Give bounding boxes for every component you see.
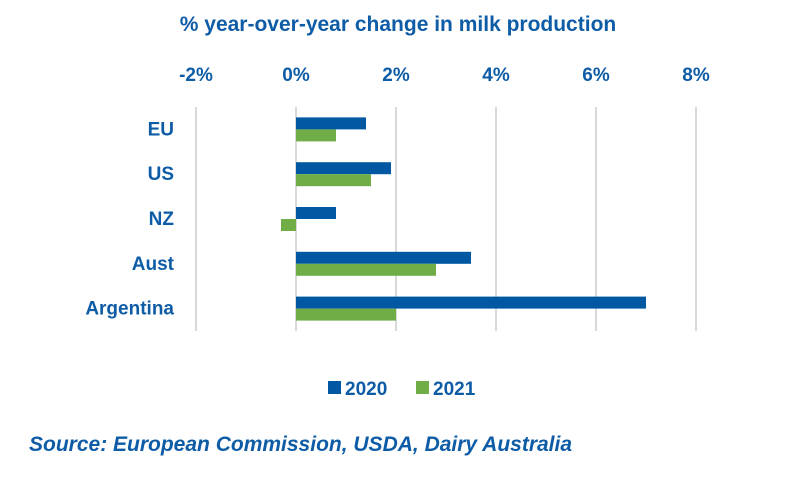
bar-2021-nz bbox=[281, 219, 296, 231]
category-labels: EU US NZ Aust Argentina bbox=[85, 119, 174, 319]
x-tick-label: 0% bbox=[282, 65, 310, 86]
bar-2020-us bbox=[296, 162, 391, 175]
category-label: Argentina bbox=[85, 299, 174, 320]
x-axis-ticks: -2% 0% 2% 4% 6% 8% bbox=[179, 65, 710, 86]
gridlines bbox=[195, 107, 697, 331]
bar-2020-argentina bbox=[296, 296, 646, 309]
bar-2020-aust bbox=[296, 251, 471, 264]
legend-label-2021: 2021 bbox=[433, 379, 476, 400]
category-label: US bbox=[148, 164, 174, 185]
x-tick-label: 8% bbox=[682, 65, 710, 86]
legend-swatch-2020 bbox=[328, 381, 341, 394]
bar-2021-us bbox=[296, 174, 371, 187]
category-label: NZ bbox=[149, 209, 175, 230]
bar-2021-eu bbox=[296, 129, 336, 142]
bar-2021-argentina bbox=[296, 308, 396, 321]
bar-2020-eu bbox=[296, 117, 366, 130]
bar-2020-nz bbox=[296, 207, 336, 219]
x-tick-label: 2% bbox=[382, 65, 410, 86]
bars bbox=[281, 117, 646, 321]
category-label: EU bbox=[148, 119, 174, 140]
bar-2021-aust bbox=[296, 263, 436, 276]
x-tick-label: 4% bbox=[482, 65, 510, 86]
legend-swatch-2021 bbox=[416, 381, 429, 394]
legend: 2020 2021 bbox=[328, 379, 476, 400]
legend-label-2020: 2020 bbox=[345, 379, 387, 400]
chart-title: % year-over-year change in milk producti… bbox=[180, 13, 616, 36]
category-label: Aust bbox=[132, 254, 175, 275]
x-tick-label: 6% bbox=[582, 65, 610, 86]
x-tick-label: -2% bbox=[179, 65, 213, 86]
source-note: Source: European Commission, USDA, Dairy… bbox=[29, 433, 573, 456]
